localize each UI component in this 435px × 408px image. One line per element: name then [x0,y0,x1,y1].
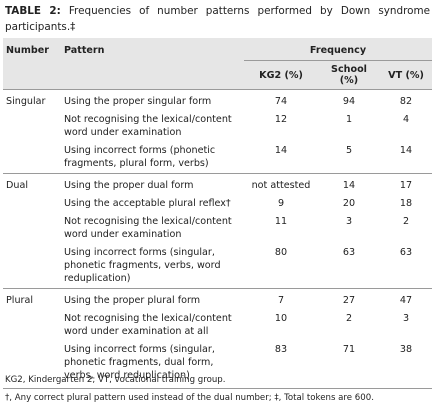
table-row: Dual Using the proper dual form not attest… [3,173,432,195]
value-cell: 20 [342,198,356,209]
empty-cell [3,142,61,174]
value-cell: 71 [318,341,380,389]
pattern-cell: Not recognising the lexical/content word… [64,114,232,138]
value-cell: not attested [244,173,318,195]
empty-cell [3,244,61,289]
number-cell: Plural [3,288,61,310]
value-cell: 17 [380,173,432,195]
empty-cell [3,310,61,341]
number-cell: Singular [3,89,61,111]
table-body: Singular Using the proper singular form 74… [3,89,432,389]
title-text: Frequencies of number patterns performed… [5,5,430,33]
pattern-cell: Using the proper dual form [61,173,244,195]
table-head: Number Pattern Frequency KG2 (%) School … [3,38,432,90]
subheader-cell: KG2 (%) [244,60,318,90]
value-cell: 5 [345,145,353,156]
value-cell: 9 [277,198,285,209]
title-label: TABLE 2: [5,5,61,17]
pattern-cell: Using incorrect forms (phonetic fragment… [64,145,216,169]
table-title: TABLE 2: Frequencies of number patterns … [5,3,430,35]
subheader-cell: School (%) [318,60,380,90]
empty-cell [3,341,61,389]
value-cell: 63 [399,247,413,258]
value-cell: 10 [274,313,288,324]
value-cell: 14 [318,173,380,195]
value-cell: 18 [399,198,413,209]
subheader-row: KG2 (%) School (%) VT (%) [3,60,432,90]
value-cell: 14 [274,145,288,156]
footnote: †, Any correct plural pattern used inste… [5,393,374,403]
footnotes: KG2, Kindergarten 2; VT, vocational trai… [5,371,430,407]
table-row: Not recognising the lexical/content word… [3,213,432,244]
table-row: Using incorrect forms (singular, phoneti… [3,341,432,389]
table-row: Using incorrect forms (singular, phoneti… [3,244,432,289]
header-row: Number Pattern Frequency [3,38,432,61]
pattern-cell: Using incorrect forms (singular, phoneti… [61,341,244,389]
header-cell: Number [3,38,61,61]
empty-cell [3,213,61,244]
value-cell: 94 [318,89,380,111]
value-cell: 12 [274,114,288,125]
value-cell: 2 [402,216,410,227]
pattern-cell: Using the proper singular form [61,89,244,111]
footnote: KG2, Kindergarten 2; VT, vocational trai… [5,375,226,385]
value-cell: 38 [380,341,432,389]
value-cell: 1 [345,114,353,125]
value-cell: 14 [399,145,413,156]
table-row: Using the acceptable plural reflex† 9 20 18 [3,195,432,213]
value-cell: 3 [402,313,410,324]
value-cell: 74 [244,89,318,111]
value-cell: 3 [345,216,353,227]
value-cell: 82 [380,89,432,111]
value-cell: 80 [274,247,288,258]
header-cell: Pattern [61,38,244,61]
table-row: Plural Using the proper plural form 7 27 47 [3,288,432,310]
pattern-cell: Using incorrect forms (singular, phoneti… [64,247,221,284]
pattern-cell: Not recognising the lexical/content word… [64,313,232,337]
pattern-cell: Using the proper plural form [61,288,244,310]
value-cell: 27 [318,288,380,310]
header-cell: Frequency [244,38,432,61]
empty-cell [3,195,61,213]
number-cell: Dual [3,173,61,195]
empty-cell [3,111,61,142]
pattern-cell: Not recognising the lexical/content word… [64,216,232,240]
value-cell: 7 [244,288,318,310]
value-cell: 4 [402,114,410,125]
value-cell: 63 [342,247,356,258]
value-cell: 2 [345,313,353,324]
table: Number Pattern Frequency KG2 (%) School … [3,38,432,389]
subheader-cell: VT (%) [380,60,432,90]
value-cell: 83 [244,341,318,389]
table-row: Using incorrect forms (phonetic fragment… [3,142,432,174]
table-row: Not recognising the lexical/content word… [3,111,432,142]
table-row: Not recognising the lexical/content word… [3,310,432,341]
table-row: Singular Using the proper singular form 74… [3,89,432,111]
value-cell: 47 [380,288,432,310]
value-cell: 11 [274,216,288,227]
pattern-cell: Using the acceptable plural reflex† [64,198,231,209]
